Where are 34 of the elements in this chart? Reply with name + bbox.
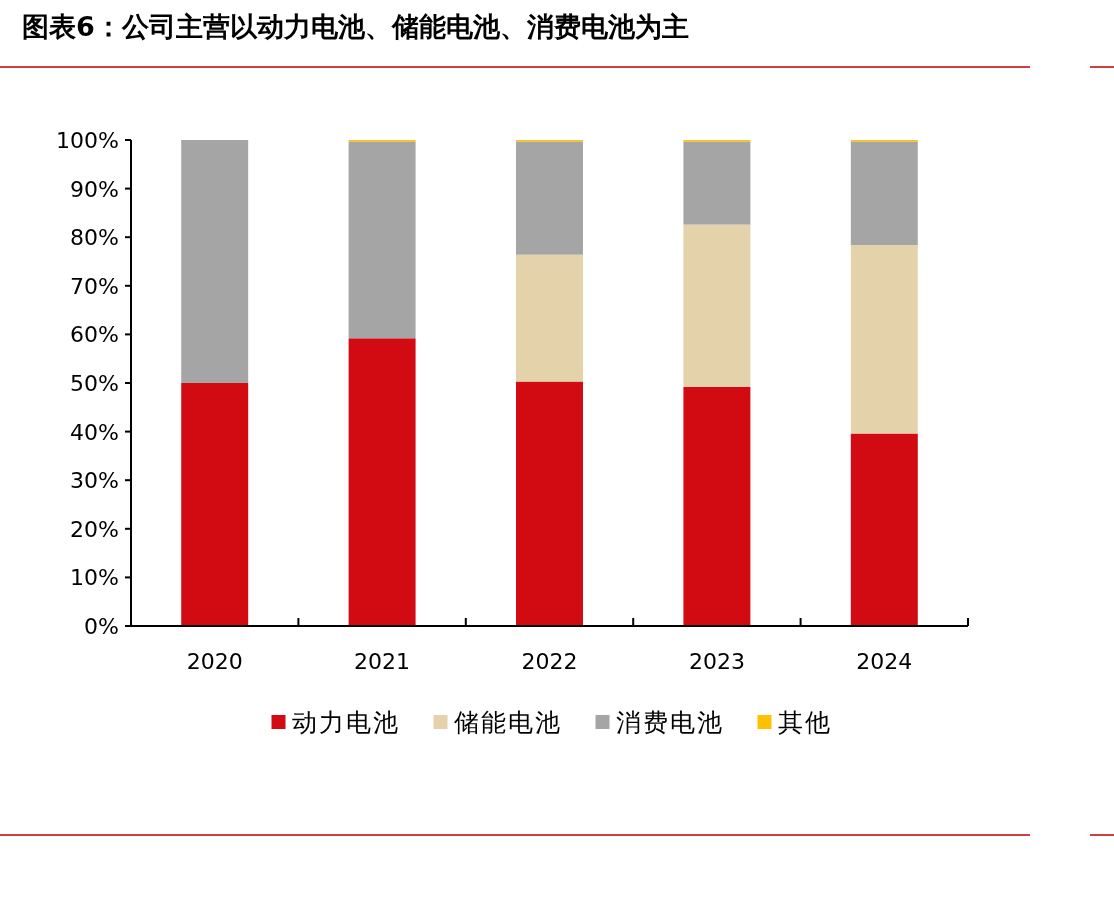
y-tick-label: 60%	[70, 322, 119, 348]
bar	[181, 140, 249, 383]
legend-label: 动力电池	[291, 708, 400, 737]
bar	[348, 141, 416, 339]
bar	[850, 244, 918, 434]
y-tick-label: 80%	[70, 225, 119, 251]
y-tick-label: 40%	[70, 419, 119, 445]
y-tick-label: 0%	[84, 614, 119, 639]
y-tick-label: 10%	[70, 565, 119, 591]
y-tick-label: 90%	[70, 176, 119, 202]
y-tick-label: 70%	[70, 273, 119, 299]
y-tick-label: 50%	[70, 371, 119, 396]
bar	[850, 433, 918, 626]
bar	[850, 141, 918, 245]
bar	[683, 141, 751, 225]
bar	[181, 383, 249, 626]
bar	[516, 381, 583, 626]
x-tick-label: 2021	[354, 649, 411, 674]
y-tick-label: 100%	[56, 128, 119, 153]
x-tick-label: 2020	[186, 649, 243, 674]
bar	[516, 254, 583, 382]
title: 图表6：公司主营以动力电池、储能电池、消费电池为主	[22, 11, 689, 42]
x-tick-label: 2024	[856, 649, 913, 674]
y-tick-label: 20%	[70, 516, 119, 542]
x-tick-label: 2023	[688, 649, 745, 674]
legend-label: 其他	[777, 708, 832, 737]
bar	[683, 224, 751, 387]
x-tick-label: 2022	[521, 649, 578, 674]
bar	[683, 386, 751, 626]
bar	[516, 141, 583, 255]
legend-label: 储能电池	[453, 708, 562, 737]
y-tick-label: 30%	[70, 468, 119, 494]
legend-label: 消费电池	[615, 708, 724, 737]
bar	[348, 338, 416, 626]
